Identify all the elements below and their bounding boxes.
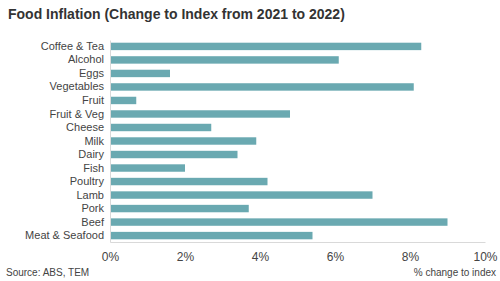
bar [110, 43, 421, 50]
y-axis: Coffee & TeaAlcohol EggsVegetables FruitFr… [25, 40, 110, 243]
x-tick-label: 10% [473, 250, 497, 264]
y-tick-label: Milk [84, 135, 104, 147]
x-tick-label: 6% [327, 250, 345, 264]
y-tick-label: Fruit [82, 94, 104, 106]
bar [110, 205, 249, 212]
x-axis-line [111, 242, 486, 243]
y-tick: Poultry [70, 175, 110, 187]
x-tick: 10% [473, 242, 497, 264]
y-tick-label: Fish [83, 162, 104, 174]
bar [110, 56, 339, 63]
y-tick-label: Dairy [78, 148, 104, 160]
y-tick-label: Coffee & Tea [41, 40, 105, 52]
bar [110, 97, 136, 104]
x-tick-label: 2% [177, 250, 195, 264]
x-tick: 0% [102, 242, 120, 264]
source: Source: ABS, TEM [6, 267, 89, 278]
bars [110, 43, 448, 240]
bar [110, 191, 373, 198]
chart: Food Inflation (Change to Index from 202… [0, 0, 500, 281]
y-tick-label: Vegetables [50, 80, 105, 92]
x-tick-label: 8% [402, 250, 420, 264]
y-tick-label: Fruit & Veg [50, 107, 104, 119]
y-tick: Meat & Seafood [25, 229, 110, 241]
x-axis-label: % change to index [414, 267, 496, 278]
x-tick: 8% [402, 242, 420, 264]
y-tick: Lamb [76, 189, 110, 201]
bar [110, 151, 238, 158]
bar [110, 124, 211, 131]
x-tick: 6% [327, 242, 345, 264]
x-tick: 2% [177, 242, 195, 264]
bar [110, 232, 313, 239]
y-tick: Pork [81, 202, 110, 214]
bar [110, 70, 170, 77]
y-tick: Beef [81, 216, 110, 228]
y-tick: Alcohol [68, 53, 110, 65]
y-tick: Fruit & Veg [50, 107, 110, 119]
x-tick-label: 4% [252, 250, 270, 264]
y-tick: Vegetables [50, 80, 110, 92]
y-tick: Fruit [82, 94, 110, 106]
y-tick-label: Alcohol [68, 53, 104, 65]
y-tick-label: Poultry [70, 175, 105, 187]
x-tick: 4% [252, 242, 270, 264]
y-tick: Milk [84, 135, 110, 147]
x-tick-label: 0% [102, 250, 120, 264]
y-tick-label: Beef [81, 216, 105, 228]
y-tick: Cheese [66, 121, 110, 133]
y-tick: Fish [83, 162, 110, 174]
bar [110, 218, 448, 225]
bar [110, 83, 414, 90]
bar [110, 178, 268, 185]
y-tick: Coffee & Tea [41, 40, 110, 52]
x-axis: 0% 2% 4% 6% 8% 10% [102, 242, 498, 264]
y-tick-label: Pork [81, 202, 104, 214]
y-tick-label: Lamb [76, 189, 104, 201]
y-tick: Dairy [78, 148, 110, 160]
y-axis-line [110, 41, 111, 243]
bar [110, 110, 290, 117]
y-tick-label: Meat & Seafood [25, 229, 104, 241]
y-tick-label: Cheese [66, 121, 104, 133]
title: Food Inflation (Change to Index from 202… [8, 6, 345, 22]
bar [110, 164, 185, 171]
y-tick: Eggs [79, 67, 110, 79]
bar [110, 137, 256, 144]
y-tick-label: Eggs [79, 67, 105, 79]
